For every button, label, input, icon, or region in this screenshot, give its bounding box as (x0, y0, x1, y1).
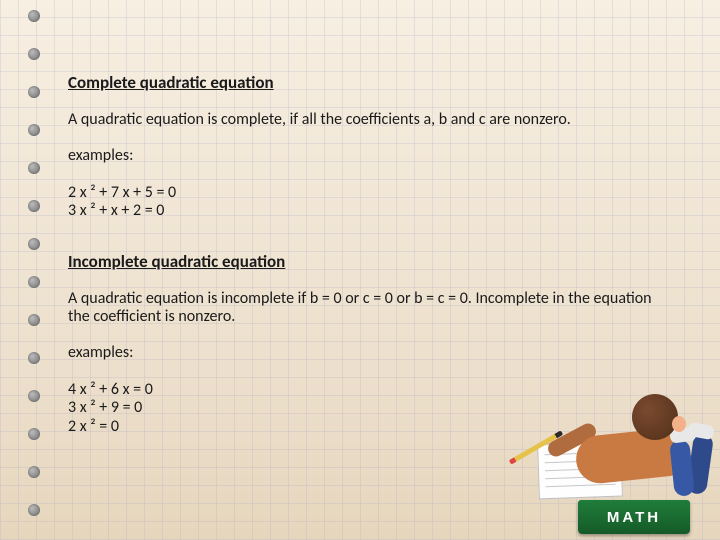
binding-hole (28, 238, 40, 250)
examples-complete: 2 x ² + 7 x + 5 = 0 3 x ² + x + 2 = 0 (68, 184, 668, 221)
math-book-icon: MATH (578, 500, 690, 534)
book-label: MATH (607, 509, 661, 526)
definition-complete: A quadratic equation is complete, if all… (68, 111, 668, 129)
binding-hole (28, 200, 40, 212)
binding-hole (28, 466, 40, 478)
boy-head (632, 394, 678, 440)
binding-hole (28, 390, 40, 402)
boy-ear (672, 416, 686, 432)
binding-hole (28, 352, 40, 364)
binding-hole (28, 48, 40, 60)
binding-hole (28, 314, 40, 326)
binding-hole (28, 10, 40, 22)
heading-incomplete: Incomplete quadratic equation (68, 251, 668, 272)
notebook-page: Complete quadratic equation A quadratic … (0, 0, 720, 540)
boy-math-illustration: MATH (528, 371, 716, 536)
examples-label-complete: examples: (68, 147, 668, 165)
examples-label-incomplete: examples: (68, 344, 668, 362)
heading-complete: Complete quadratic equation (68, 72, 668, 93)
binding-hole (28, 276, 40, 288)
spiral-binding (28, 0, 44, 540)
binding-hole (28, 504, 40, 516)
binding-hole (28, 162, 40, 174)
equation: 3 x ² + x + 2 = 0 (68, 202, 668, 220)
equation: 2 x ² + 7 x + 5 = 0 (68, 184, 668, 202)
definition-incomplete: A quadratic equation is incomplete if b … (68, 290, 668, 327)
binding-hole (28, 428, 40, 440)
binding-hole (28, 86, 40, 98)
binding-hole (28, 124, 40, 136)
boy-leg (669, 439, 695, 497)
